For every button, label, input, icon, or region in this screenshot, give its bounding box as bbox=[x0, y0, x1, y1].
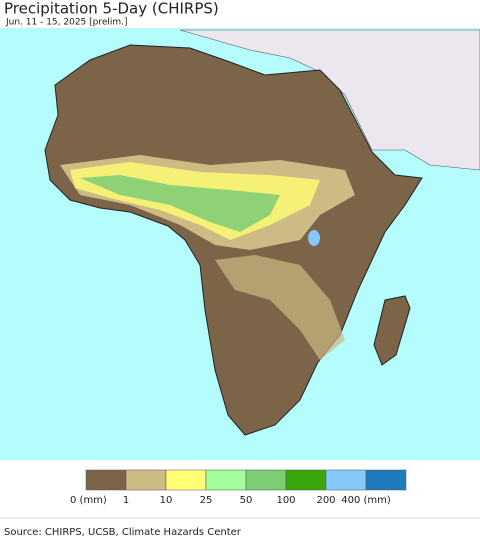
title-band bbox=[0, 0, 480, 28]
legend: 0 (mm) 1 10 25 50 100 200 400 (mm) bbox=[70, 469, 407, 506]
legend-swatch bbox=[365, 469, 407, 491]
legend-swatch bbox=[85, 469, 127, 491]
middle-east bbox=[179, 29, 480, 171]
legend-label: 400 (mm) bbox=[341, 495, 391, 506]
legend-label: 25 bbox=[200, 495, 213, 506]
title: Precipitation 5-Day (CHIRPS) bbox=[4, 0, 219, 18]
legend-swatch bbox=[285, 469, 327, 491]
legend-label: 1 bbox=[123, 495, 129, 506]
rain-zone-east bbox=[215, 255, 345, 360]
legend-swatch bbox=[205, 469, 247, 491]
lake-victoria bbox=[308, 230, 320, 246]
legend-label: 50 bbox=[240, 495, 253, 506]
madagascar bbox=[373, 295, 411, 366]
rain-zone-heavy bbox=[80, 175, 280, 232]
source: Source: CHIRPS, UCSB, Climate Hazards Ce… bbox=[4, 527, 242, 538]
legend-label: 0 (mm) bbox=[70, 495, 107, 506]
legend-swatch bbox=[165, 469, 207, 491]
legend-label: 100 bbox=[276, 495, 295, 506]
legend-label: 200 bbox=[316, 495, 335, 506]
legend-label: 10 bbox=[160, 495, 173, 506]
legend-swatch bbox=[245, 469, 287, 491]
subtitle: Jun. 11 - 15, 2025 [prelim.] bbox=[5, 18, 128, 28]
legend-swatch bbox=[125, 469, 167, 491]
legend-swatch bbox=[325, 469, 367, 491]
